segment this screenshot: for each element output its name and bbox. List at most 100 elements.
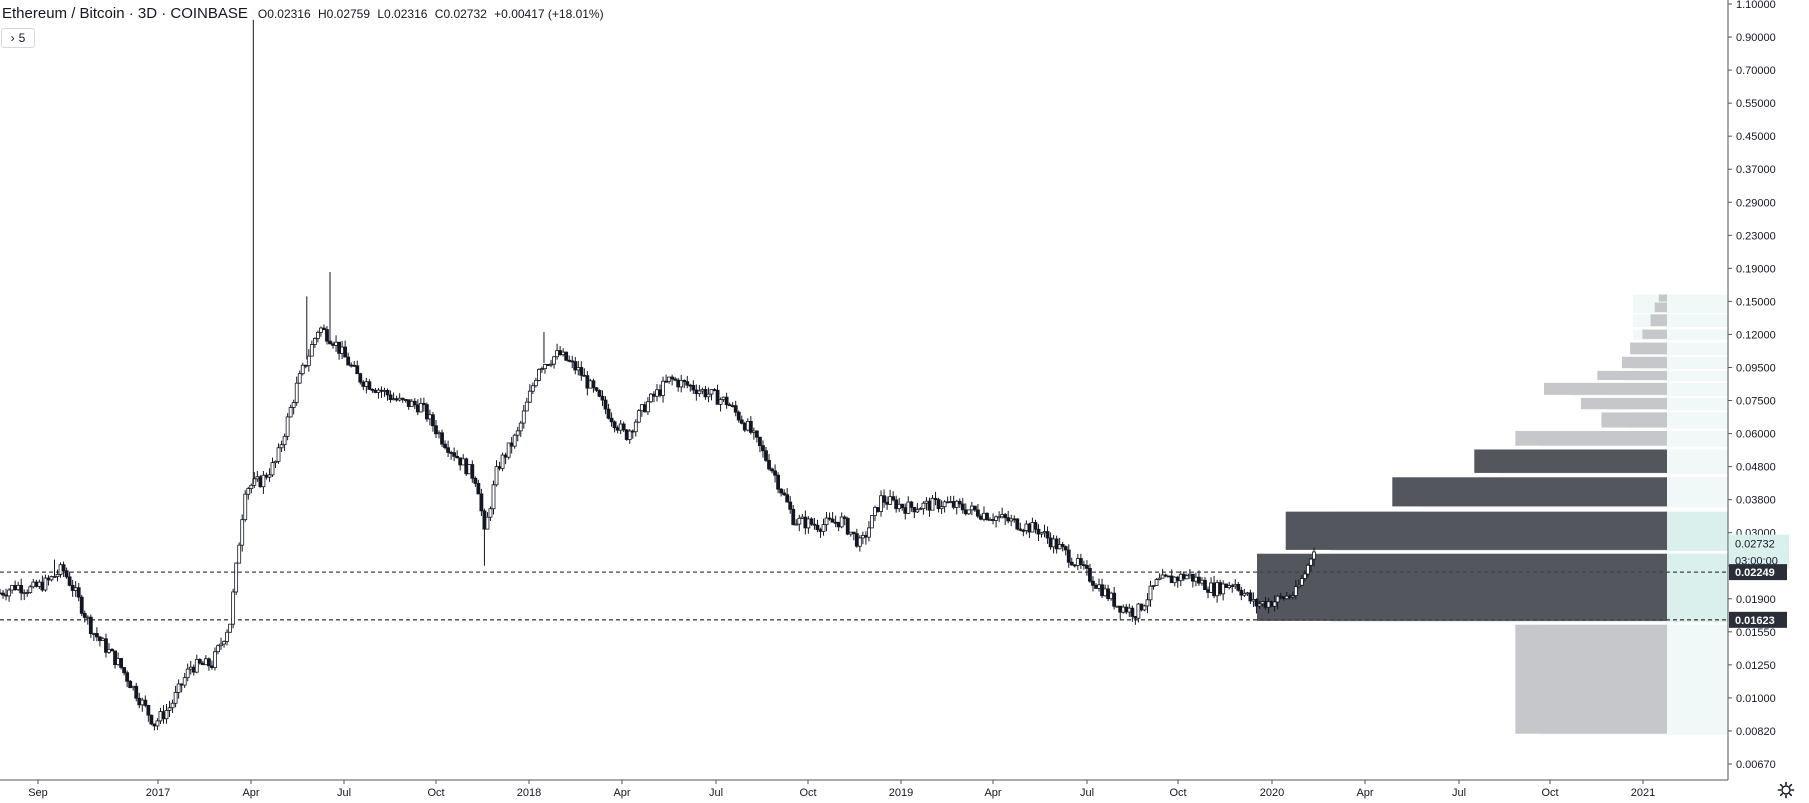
candle-body: [700, 389, 705, 392]
candle-body: [85, 616, 90, 619]
candle-body: [55, 574, 60, 577]
candle-body: [597, 389, 602, 397]
candle-body: [779, 488, 784, 494]
candle-body: [1263, 601, 1268, 608]
candle-body: [346, 356, 351, 366]
candle-body: [16, 584, 21, 591]
candle-body: [185, 668, 190, 679]
candle-body: [412, 400, 417, 406]
vp-bar: [1654, 302, 1667, 313]
candle-body: [1000, 514, 1005, 518]
candle-body: [909, 501, 914, 508]
candle-body: [1115, 605, 1120, 608]
candle-body: [1103, 588, 1107, 597]
y-tick-label: 0.00820: [1736, 726, 1776, 738]
candle-body: [207, 658, 211, 667]
candle-body: [25, 592, 30, 594]
y-tick-label: 0.90000: [1736, 32, 1776, 44]
candle-body: [730, 405, 735, 408]
time-axis[interactable]: Sep 2017 Apr Jul Oct 2018 Apr Jul Oct 2019 Apr Jul O…: [28, 780, 1655, 799]
candle-body: [161, 711, 166, 720]
candle-body: [1233, 583, 1238, 587]
candle-body: [49, 576, 54, 581]
candle-body: [19, 584, 24, 594]
candle-body: [936, 499, 941, 510]
candle-body: [721, 396, 726, 400]
candle-body: [1272, 601, 1277, 607]
candle-body: [600, 395, 605, 401]
candle-body: [1248, 592, 1253, 602]
candle-body: [1042, 531, 1047, 534]
ohlc-values: O0.02316 H0.02759 L0.02316 C0.02732 +0.0…: [258, 7, 608, 21]
candle-body: [76, 587, 81, 598]
candle-body: [216, 645, 220, 653]
x-tick-label: 2021: [1631, 787, 1655, 799]
x-tick-label: 2018: [517, 787, 541, 799]
candle-body: [897, 503, 902, 510]
candle-body: [1051, 538, 1056, 548]
candle-body: [294, 382, 299, 403]
candle-body: [857, 537, 862, 547]
candle-body: [612, 421, 617, 429]
indicators-collapse-button[interactable]: › 5: [1, 28, 35, 48]
candle-body: [1006, 517, 1011, 522]
candle-body: [509, 442, 514, 447]
candle-body: [649, 393, 653, 403]
candle-body: [954, 500, 959, 508]
candle-body: [176, 683, 181, 693]
candle-body: [960, 503, 965, 511]
candle-body: [709, 389, 714, 395]
candle-body: [697, 390, 702, 395]
candle-body: [903, 507, 908, 514]
candle-body: [776, 474, 781, 490]
candle-body: [642, 404, 647, 413]
candle-body: [1194, 576, 1198, 582]
symbol-title[interactable]: Ethereum / Bitcoin · 3D · COINBASE: [2, 5, 248, 22]
candle-body: [88, 616, 93, 634]
candle-body: [715, 389, 720, 405]
candle-body: [337, 341, 341, 354]
candle-body: [655, 389, 659, 397]
candle-body: [1187, 573, 1192, 577]
candle-body: [67, 576, 72, 586]
candle-body: [228, 623, 232, 633]
gear-icon[interactable]: [1777, 781, 1795, 799]
candle-body: [1296, 584, 1301, 588]
x-tick-label: Sep: [28, 787, 48, 799]
candle-body: [497, 466, 502, 469]
candle-body: [609, 417, 614, 423]
candle-body: [573, 361, 578, 371]
candle-body: [28, 586, 33, 593]
candle-body: [309, 344, 314, 357]
candle-body: [594, 387, 599, 391]
candle-body: [306, 355, 311, 367]
candle-body: [255, 476, 260, 480]
candle-body: [258, 476, 263, 488]
x-tick-label: 2017: [146, 787, 170, 799]
y-tick-label: 0.45000: [1736, 131, 1776, 143]
x-tick-label: Jul: [709, 787, 723, 799]
candle-body: [976, 509, 980, 517]
candle-body: [991, 519, 995, 521]
candle-body: [718, 399, 723, 405]
candle-body: [1069, 561, 1074, 566]
candle-body: [618, 423, 623, 431]
candle-body: [621, 423, 626, 431]
y-tick-label: 0.03800: [1736, 495, 1776, 507]
candle-body: [279, 444, 284, 449]
candle-body: [334, 341, 338, 346]
candle-body: [624, 429, 629, 440]
candle-body: [1112, 592, 1117, 607]
candle-body: [755, 430, 759, 438]
candle-body: [231, 591, 236, 625]
candle-body: [267, 474, 272, 478]
vp-bar: [1515, 624, 1667, 734]
candle-body: [764, 450, 768, 461]
x-tick-label: Apr: [984, 787, 1001, 799]
candle-body: [449, 452, 454, 454]
candle-body: [500, 454, 505, 469]
vp-bar: [1601, 412, 1667, 428]
candle-body: [785, 494, 790, 503]
candle-body: [1072, 564, 1077, 567]
